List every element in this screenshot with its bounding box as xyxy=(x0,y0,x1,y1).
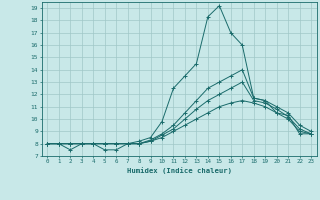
X-axis label: Humidex (Indice chaleur): Humidex (Indice chaleur) xyxy=(127,167,232,174)
